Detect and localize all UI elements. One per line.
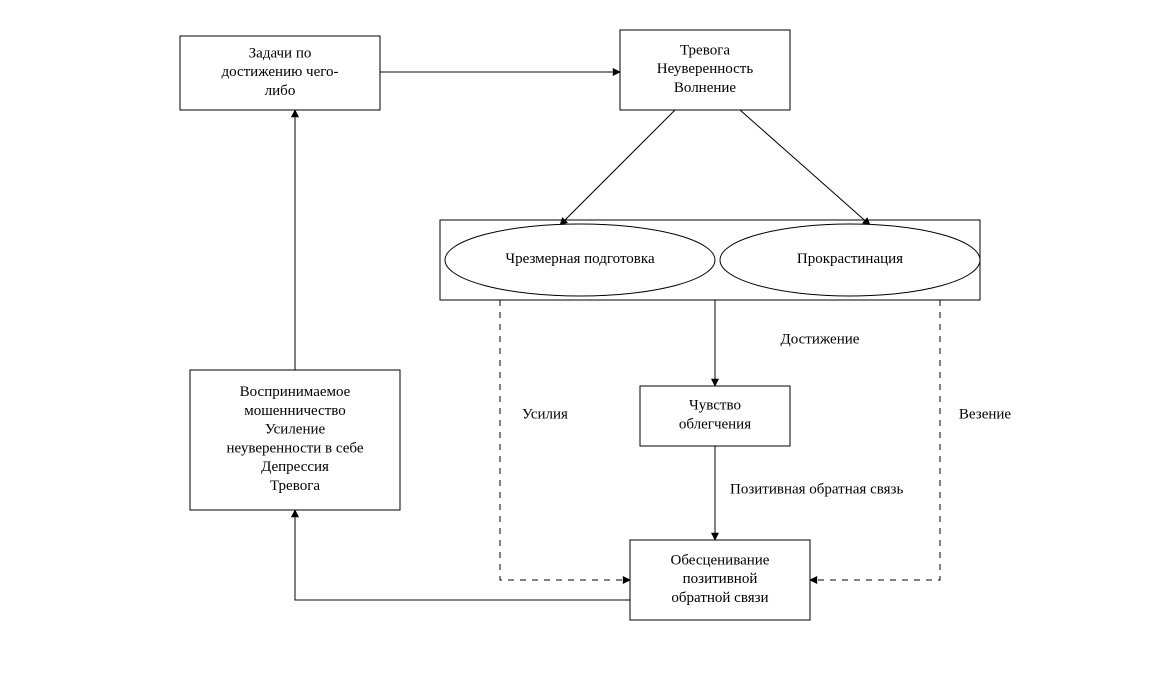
edge-label-overprep-to-discount: Усилия (522, 406, 568, 422)
node-procrast: Прокрастинация (720, 224, 980, 296)
edge-anxiety-to-procrast (740, 110, 870, 225)
node-relief: Чувствооблегчения (640, 386, 790, 446)
node-discount: Обесцениваниепозитивнойобратной связи (630, 540, 810, 620)
edges-layer: Достижение Позитивная обратная связь Усили… (295, 72, 1011, 600)
edge-discount-to-perceived (295, 510, 630, 600)
edge-label-group-to-relief: Достижение (781, 331, 860, 347)
node-perceived: ВоспринимаемоемошенничествоУсилениенеуве… (190, 370, 400, 510)
node-anxiety: ТревогаНеуверенностьВолнение (620, 30, 790, 110)
node-tasks: Задачи подостижению чего-либо (180, 36, 380, 110)
edge-label-procrast-to-discount: Везение (959, 406, 1011, 422)
edge-overprep-to-discount (500, 300, 630, 580)
node-label-procrast: Прокрастинация (797, 251, 903, 267)
node-label-overprep: Чрезмерная подготовка (505, 251, 655, 267)
edge-anxiety-to-overprep (560, 110, 675, 225)
nodes-layer: Задачи подостижению чего-либо ТревогаНеув… (180, 30, 980, 620)
node-overprep: Чрезмерная подготовка (445, 224, 715, 296)
node-label-discount: Обесцениваниепозитивнойобратной связи (671, 553, 770, 607)
flowchart-canvas: Достижение Позитивная обратная связь Усили… (0, 0, 1156, 678)
edge-label-relief-to-discount: Позитивная обратная связь (730, 481, 903, 497)
